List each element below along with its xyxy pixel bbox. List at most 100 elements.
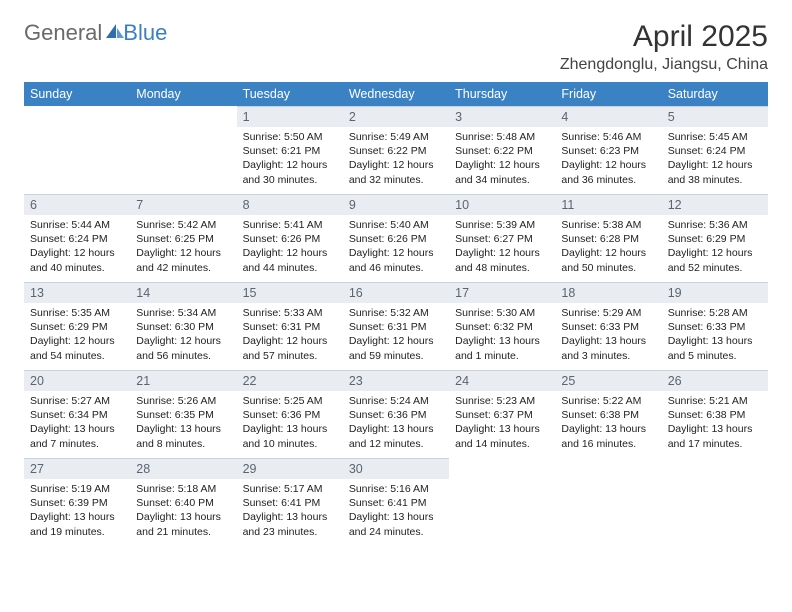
sunset-text: Sunset: 6:38 PM [668,408,762,422]
day-number: 15 [237,282,343,303]
day-cell [662,458,768,546]
weekday-header: Sunday [24,82,130,106]
day-number: 5 [662,106,768,127]
sunrise-text: Sunrise: 5:44 AM [30,218,124,232]
sunset-text: Sunset: 6:31 PM [243,320,337,334]
sunrise-text: Sunrise: 5:27 AM [30,394,124,408]
day-cell: 20Sunrise: 5:27 AMSunset: 6:34 PMDayligh… [24,370,130,458]
day-number: 17 [449,282,555,303]
weekday-header-row: Sunday Monday Tuesday Wednesday Thursday… [24,82,768,106]
calendar-page: General Blue April 2025 Zhengdonglu, Jia… [0,0,792,566]
day-number: 28 [130,458,236,479]
title-block: April 2025 Zhengdonglu, Jiangsu, China [560,20,768,74]
sunrise-text: Sunrise: 5:22 AM [561,394,655,408]
day-cell: 10Sunrise: 5:39 AMSunset: 6:27 PMDayligh… [449,194,555,282]
weekday-header: Wednesday [343,82,449,106]
sunset-text: Sunset: 6:29 PM [668,232,762,246]
day-content: Sunrise: 5:18 AMSunset: 6:40 PMDaylight:… [130,479,236,545]
sunrise-text: Sunrise: 5:32 AM [349,306,443,320]
sunset-text: Sunset: 6:21 PM [243,144,337,158]
daylight-text: Daylight: 13 hours and 17 minutes. [668,422,762,450]
sunrise-text: Sunrise: 5:29 AM [561,306,655,320]
sunrise-text: Sunrise: 5:16 AM [349,482,443,496]
daylight-text: Daylight: 12 hours and 40 minutes. [30,246,124,274]
day-number: 3 [449,106,555,127]
day-content: Sunrise: 5:39 AMSunset: 6:27 PMDaylight:… [449,215,555,281]
sunset-text: Sunset: 6:33 PM [561,320,655,334]
daylight-text: Daylight: 12 hours and 59 minutes. [349,334,443,362]
day-number: 2 [343,106,449,127]
sunset-text: Sunset: 6:30 PM [136,320,230,334]
sunset-text: Sunset: 6:33 PM [668,320,762,334]
day-cell: 24Sunrise: 5:23 AMSunset: 6:37 PMDayligh… [449,370,555,458]
day-number: 20 [24,370,130,391]
daylight-text: Daylight: 13 hours and 23 minutes. [243,510,337,538]
weekday-header: Saturday [662,82,768,106]
daylight-text: Daylight: 12 hours and 36 minutes. [561,158,655,186]
day-content: Sunrise: 5:24 AMSunset: 6:36 PMDaylight:… [343,391,449,457]
sunrise-text: Sunrise: 5:45 AM [668,130,762,144]
week-row: 6Sunrise: 5:44 AMSunset: 6:24 PMDaylight… [24,194,768,282]
day-cell [555,458,661,546]
daylight-text: Daylight: 13 hours and 5 minutes. [668,334,762,362]
day-cell: 19Sunrise: 5:28 AMSunset: 6:33 PMDayligh… [662,282,768,370]
sunrise-text: Sunrise: 5:49 AM [349,130,443,144]
day-content: Sunrise: 5:32 AMSunset: 6:31 PMDaylight:… [343,303,449,369]
day-cell: 7Sunrise: 5:42 AMSunset: 6:25 PMDaylight… [130,194,236,282]
daylight-text: Daylight: 13 hours and 10 minutes. [243,422,337,450]
day-cell: 18Sunrise: 5:29 AMSunset: 6:33 PMDayligh… [555,282,661,370]
sunset-text: Sunset: 6:22 PM [349,144,443,158]
sunset-text: Sunset: 6:36 PM [243,408,337,422]
day-content: Sunrise: 5:27 AMSunset: 6:34 PMDaylight:… [24,391,130,457]
sunset-text: Sunset: 6:23 PM [561,144,655,158]
sunrise-text: Sunrise: 5:33 AM [243,306,337,320]
sunset-text: Sunset: 6:35 PM [136,408,230,422]
day-content: Sunrise: 5:26 AMSunset: 6:35 PMDaylight:… [130,391,236,457]
week-row: 27Sunrise: 5:19 AMSunset: 6:39 PMDayligh… [24,458,768,546]
day-content: Sunrise: 5:46 AMSunset: 6:23 PMDaylight:… [555,127,661,193]
day-content: Sunrise: 5:38 AMSunset: 6:28 PMDaylight:… [555,215,661,281]
sunset-text: Sunset: 6:37 PM [455,408,549,422]
day-number: 8 [237,194,343,215]
sunrise-text: Sunrise: 5:25 AM [243,394,337,408]
sunset-text: Sunset: 6:27 PM [455,232,549,246]
sunrise-text: Sunrise: 5:19 AM [30,482,124,496]
sunset-text: Sunset: 6:31 PM [349,320,443,334]
sunset-text: Sunset: 6:24 PM [668,144,762,158]
day-number: 24 [449,370,555,391]
day-cell: 13Sunrise: 5:35 AMSunset: 6:29 PMDayligh… [24,282,130,370]
day-number: 21 [130,370,236,391]
day-number: 29 [237,458,343,479]
day-number: 9 [343,194,449,215]
day-content: Sunrise: 5:25 AMSunset: 6:36 PMDaylight:… [237,391,343,457]
week-row: 1Sunrise: 5:50 AMSunset: 6:21 PMDaylight… [24,106,768,194]
day-number: 6 [24,194,130,215]
day-cell: 29Sunrise: 5:17 AMSunset: 6:41 PMDayligh… [237,458,343,546]
sunrise-text: Sunrise: 5:24 AM [349,394,443,408]
sunset-text: Sunset: 6:39 PM [30,496,124,510]
day-cell: 2Sunrise: 5:49 AMSunset: 6:22 PMDaylight… [343,106,449,194]
day-cell: 6Sunrise: 5:44 AMSunset: 6:24 PMDaylight… [24,194,130,282]
daylight-text: Daylight: 12 hours and 57 minutes. [243,334,337,362]
daylight-text: Daylight: 13 hours and 16 minutes. [561,422,655,450]
sunset-text: Sunset: 6:38 PM [561,408,655,422]
sunrise-text: Sunrise: 5:41 AM [243,218,337,232]
daylight-text: Daylight: 13 hours and 12 minutes. [349,422,443,450]
week-row: 13Sunrise: 5:35 AMSunset: 6:29 PMDayligh… [24,282,768,370]
sunrise-text: Sunrise: 5:38 AM [561,218,655,232]
day-content: Sunrise: 5:40 AMSunset: 6:26 PMDaylight:… [343,215,449,281]
day-content: Sunrise: 5:30 AMSunset: 6:32 PMDaylight:… [449,303,555,369]
day-cell: 22Sunrise: 5:25 AMSunset: 6:36 PMDayligh… [237,370,343,458]
sunrise-text: Sunrise: 5:50 AM [243,130,337,144]
day-content: Sunrise: 5:34 AMSunset: 6:30 PMDaylight:… [130,303,236,369]
day-cell: 11Sunrise: 5:38 AMSunset: 6:28 PMDayligh… [555,194,661,282]
daylight-text: Daylight: 13 hours and 21 minutes. [136,510,230,538]
daylight-text: Daylight: 13 hours and 3 minutes. [561,334,655,362]
sunrise-text: Sunrise: 5:34 AM [136,306,230,320]
day-cell [130,106,236,194]
daylight-text: Daylight: 12 hours and 30 minutes. [243,158,337,186]
day-cell: 1Sunrise: 5:50 AMSunset: 6:21 PMDaylight… [237,106,343,194]
week-row: 20Sunrise: 5:27 AMSunset: 6:34 PMDayligh… [24,370,768,458]
brand-part1: General [24,20,102,46]
day-cell: 9Sunrise: 5:40 AMSunset: 6:26 PMDaylight… [343,194,449,282]
